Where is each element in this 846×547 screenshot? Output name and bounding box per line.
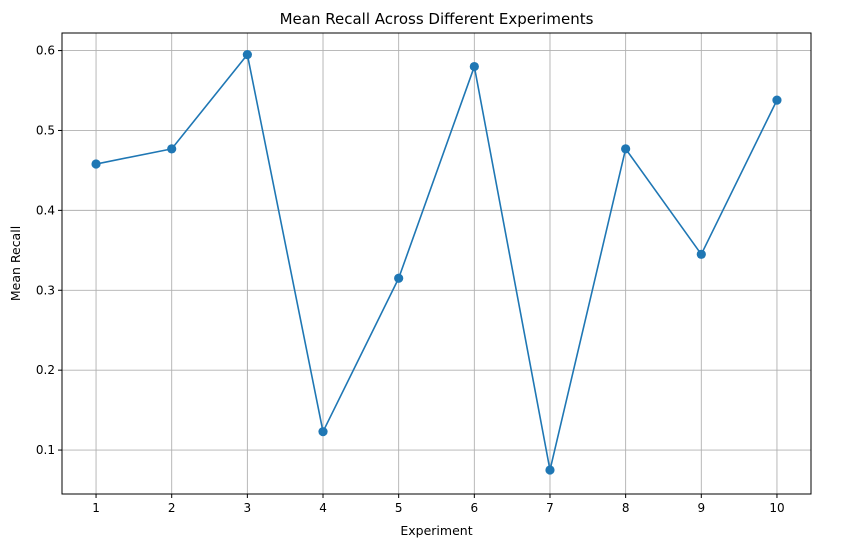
data-point (469, 61, 479, 72)
series-line (95, 53, 778, 471)
data-point (242, 49, 252, 60)
grid (62, 33, 811, 494)
data-point (545, 465, 555, 475)
data-point (167, 144, 177, 154)
x-tick-label: 1 (92, 501, 100, 515)
y-tick-label: 0.4 (36, 203, 55, 217)
data-point (696, 249, 706, 259)
data-point (772, 95, 782, 105)
y-tick-label: 0.6 (36, 44, 55, 58)
y-tick-label: 0.5 (36, 123, 55, 137)
y-tick-label: 0.1 (36, 443, 55, 457)
plot-area (62, 33, 811, 494)
data-point (91, 159, 101, 169)
x-axis: 1 2 3 4 5 6 7 8 9 10 (92, 494, 785, 515)
axes-frame (61, 32, 812, 495)
x-tick-label: 7 (546, 501, 554, 515)
x-tick-label: 4 (319, 501, 327, 515)
y-tick-label: 0.2 (36, 363, 55, 377)
x-tick-label: 3 (244, 501, 252, 515)
data-point (621, 144, 631, 154)
data-point (318, 427, 328, 437)
x-tick-label: 5 (395, 501, 403, 515)
x-tick-label: 8 (622, 501, 630, 515)
x-tick-label: 2 (168, 501, 176, 515)
data-point (394, 273, 404, 283)
chart-title: Mean Recall Across Different Experiments (280, 10, 594, 28)
series-layer (91, 49, 782, 475)
y-axis-label: Mean Recall (8, 226, 23, 301)
x-tick-label: 10 (769, 501, 784, 515)
y-axis: 0.1 0.2 0.3 0.4 0.5 0.6 (36, 44, 62, 457)
x-tick-label: 9 (697, 501, 705, 515)
x-axis-label: Experiment (400, 523, 472, 538)
x-tick-label: 6 (471, 501, 479, 515)
y-tick-label: 0.3 (36, 283, 55, 297)
